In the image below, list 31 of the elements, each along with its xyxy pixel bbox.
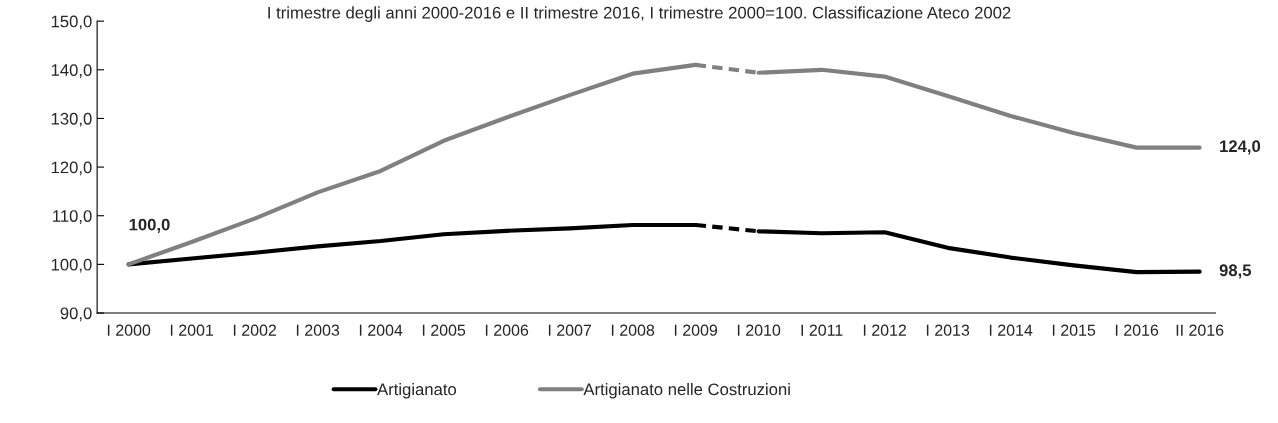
x-tick-label: I 2012 <box>863 324 907 336</box>
x-tick-label: I 2005 <box>422 324 466 336</box>
x-tick-label: I 2008 <box>611 324 655 336</box>
x-tick-label: I 2002 <box>233 324 277 336</box>
x-tick-label: I 2013 <box>926 324 970 336</box>
annotation: 124,0 <box>1220 140 1261 155</box>
y-tick-label: 100,0 <box>51 258 92 273</box>
x-tick-label: II 2016 <box>1176 324 1224 336</box>
y-tick-label: 140,0 <box>51 64 92 78</box>
annotation: 100,0 <box>129 218 170 233</box>
y-tick-label: 90,0 <box>60 307 92 322</box>
x-tick-label: I 2006 <box>485 324 529 336</box>
x-tick-label: I 2000 <box>107 324 151 336</box>
legend-label: Artigianato nelle Costruzioni <box>583 383 790 399</box>
legend-label: Artigianato <box>377 383 457 399</box>
x-tick-label: I 2003 <box>296 324 340 336</box>
chart-title: I trimestre degli anni 2000-2016 e II trimestre 2016, I trimestre 2000=100. Classificazione Ateco 2002 <box>268 6 1011 22</box>
x-tick-label: I 2007 <box>548 324 592 336</box>
x-tick-label: I 2010 <box>737 324 781 336</box>
annotation: 98,5 <box>1219 264 1252 279</box>
x-tick-label: I 2016 <box>1115 324 1159 336</box>
x-tick-label: I 2009 <box>674 324 718 336</box>
x-tick-label: I 2004 <box>359 324 403 336</box>
x-tick-label: I 2014 <box>989 324 1033 336</box>
y-tick-label: 130,0 <box>51 112 92 127</box>
y-tick-label: 150,0 <box>51 15 92 30</box>
x-tick-label: I 2001 <box>170 324 214 336</box>
x-tick-label: I 2011 <box>801 324 843 336</box>
y-tick-label: 110,0 <box>53 210 92 224</box>
y-tick-label: 120,0 <box>51 161 92 176</box>
x-tick-label: I 2015 <box>1052 324 1096 336</box>
